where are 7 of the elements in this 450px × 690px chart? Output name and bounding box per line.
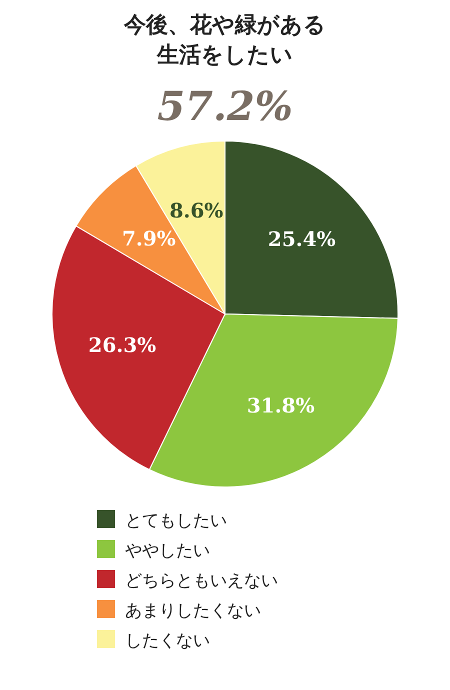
legend-label: とてもしたい [125,511,227,531]
legend-label: したくない [125,631,210,651]
title: 今後、花や緑がある生活をしたい [122,11,327,70]
legend-label: どちらともいえない [125,571,278,591]
legend-label: あまりしたくない [125,601,261,621]
legend-label: ややしたい [125,541,210,561]
subtitle: 57.2% [157,83,293,130]
